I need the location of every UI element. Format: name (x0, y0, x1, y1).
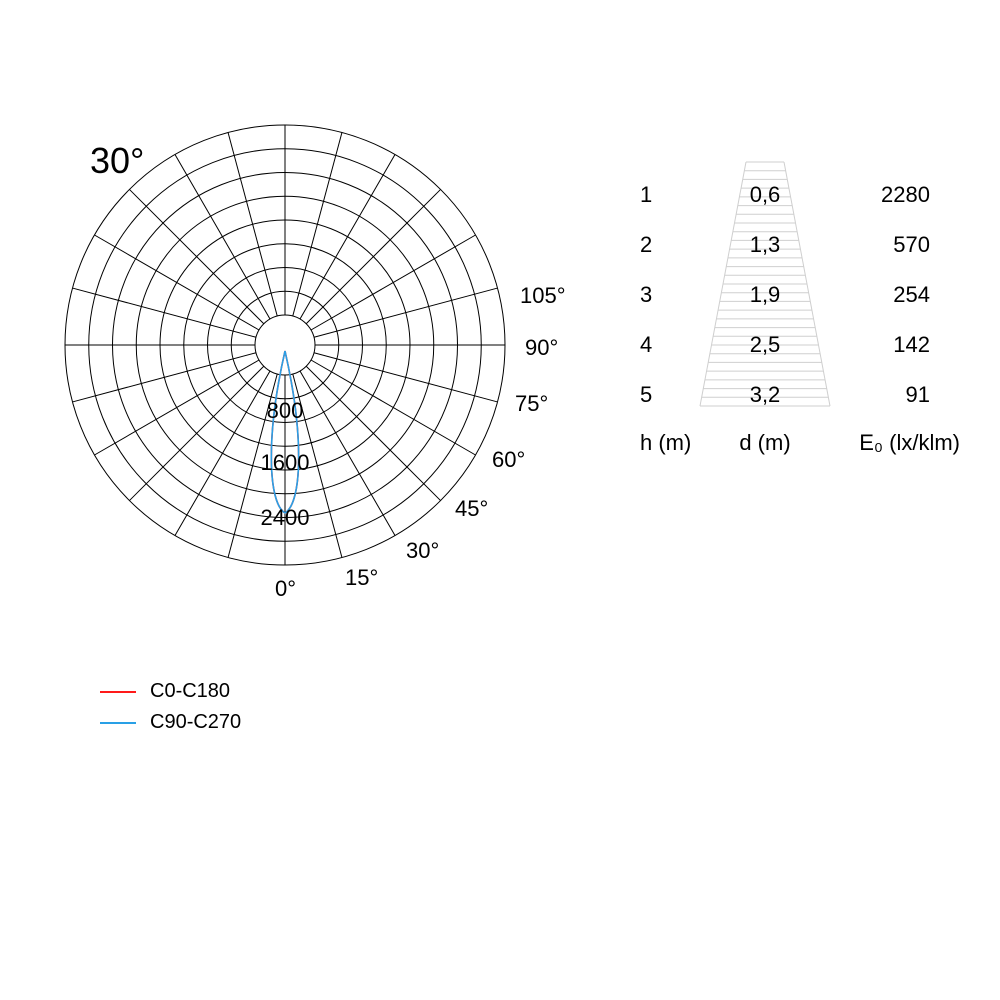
cell-e: 142 (820, 332, 930, 358)
cell-h: 1 (640, 182, 710, 208)
legend-label: C90-C270 (150, 711, 241, 734)
cell-h: 4 (640, 332, 710, 358)
cell-d: 2,5 (710, 332, 820, 358)
angle-label: 30° (406, 538, 439, 564)
angle-label: 15° (345, 565, 378, 591)
table-row: 31,9254 (640, 270, 960, 320)
cell-d: 0,6 (710, 182, 820, 208)
table-row: 42,5142 (640, 320, 960, 370)
cell-h: 3 (640, 282, 710, 308)
table-row: 10,62280 (640, 170, 960, 220)
cell-d: 1,9 (710, 282, 820, 308)
cell-e: 2280 (820, 182, 930, 208)
table-row: 53,291 (640, 370, 960, 420)
legend-line-icon (100, 722, 136, 724)
cell-e: 254 (820, 282, 930, 308)
table-row: 21,3570 (640, 220, 960, 270)
illuminance-table: 10,6228021,357031,925442,514253,291h (m)… (640, 170, 960, 456)
table-header: h (m)d (m)E₀ (lx/klm) (640, 430, 960, 456)
legend: C0-C180 C90-C270 (100, 680, 241, 742)
cell-h: 2 (640, 232, 710, 258)
legend-label: C0-C180 (150, 680, 230, 703)
cell-d: 1,3 (710, 232, 820, 258)
polar-diagram (0, 0, 600, 640)
hdr-h: h (m) (640, 430, 710, 456)
legend-line-icon (100, 691, 136, 693)
angle-label: 45° (455, 496, 488, 522)
legend-item: C90-C270 (100, 711, 241, 734)
ring-label: 2400 (261, 505, 310, 531)
angle-label: 90° (525, 335, 558, 361)
angle-label: 105° (520, 283, 566, 309)
hdr-d: d (m) (710, 430, 820, 456)
hdr-e: E₀ (lx/klm) (820, 430, 960, 456)
cell-d: 3,2 (710, 382, 820, 408)
cell-h: 5 (640, 382, 710, 408)
cell-e: 91 (820, 382, 930, 408)
angle-label: 75° (515, 391, 548, 417)
angle-label: 60° (492, 447, 525, 473)
cell-e: 570 (820, 232, 930, 258)
legend-item: C0-C180 (100, 680, 241, 703)
ring-label: 1600 (261, 450, 310, 476)
angle-label: 0° (275, 576, 296, 602)
ring-label: 800 (267, 398, 304, 424)
